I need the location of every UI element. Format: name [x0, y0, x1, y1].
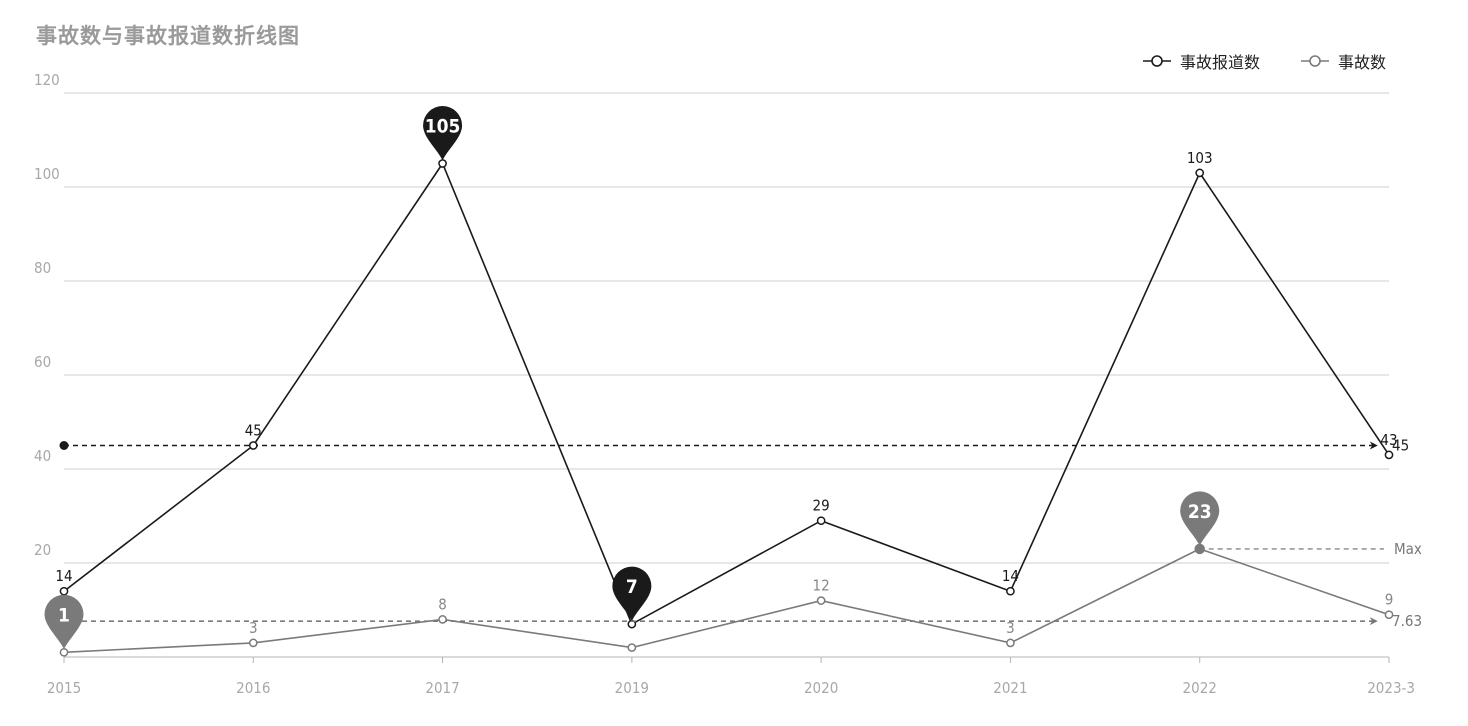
y-tick-label: 120 [34, 71, 60, 89]
x-tick-label: 2015 [47, 679, 81, 697]
y-tick-label: 40 [34, 447, 51, 465]
data-label: 14 [55, 567, 72, 585]
data-label: 29 [813, 497, 830, 515]
data-point [1384, 450, 1394, 460]
markpoint-label: 23 [1188, 501, 1212, 523]
x-tick-label: 2017 [425, 679, 459, 697]
data-point [627, 643, 637, 652]
data-point [1195, 168, 1205, 178]
data-point [438, 615, 447, 624]
series-line [63, 548, 1390, 654]
x-tick-label: 2020 [804, 679, 838, 697]
data-label: 3 [249, 619, 258, 637]
data-point [1384, 610, 1394, 620]
data-label: 12 [813, 577, 830, 595]
data-point [59, 647, 69, 657]
data-label: 103 [1187, 149, 1213, 167]
markpoint-pin [612, 566, 652, 622]
legend-label-reports: 事故报道数 [1179, 53, 1260, 72]
data-point [59, 586, 69, 596]
y-tick-label: 60 [34, 353, 51, 371]
y-tick-label: 100 [34, 165, 60, 183]
x-tick-label: 2023-3 [1367, 679, 1415, 697]
legend-swatch-reports [1142, 55, 1171, 67]
data-label: 8 [438, 595, 447, 613]
series-line [63, 161, 1390, 626]
data-point [248, 441, 258, 450]
markpoint-label: 7 [626, 576, 638, 598]
markpoint-pin [423, 106, 463, 161]
data-label: 43 [1380, 431, 1397, 449]
x-tick-label: 2022 [1183, 679, 1217, 697]
max-line-label: Max [1394, 540, 1422, 558]
data-label: 14 [1002, 567, 1019, 585]
data-point [1006, 638, 1015, 648]
markline-label: 7.63 [1392, 612, 1422, 630]
y-tick-label: 20 [34, 541, 51, 559]
data-label: 45 [245, 422, 262, 440]
legend-swatch-accidents [1300, 55, 1329, 67]
legend-label-accidents: 事故数 [1337, 53, 1386, 72]
legend-item-reports[interactable]: 事故报道数 [1142, 49, 1260, 73]
x-tick-label: 2019 [615, 679, 649, 697]
data-point [816, 516, 826, 526]
data-label: 9 [1385, 591, 1394, 609]
markpoint-label: 1 [58, 604, 70, 626]
x-tick-label: 2016 [236, 679, 270, 697]
markpoint-pin [1180, 491, 1220, 546]
data-label: 3 [1006, 619, 1015, 637]
markpoint-pin [44, 594, 84, 650]
data-point [248, 638, 258, 648]
legend-item-accidents[interactable]: 事故数 [1300, 49, 1386, 73]
legend: 事故报道数 事故数 [1142, 49, 1386, 73]
markline-label: 45 [1392, 437, 1409, 455]
markpoint-label: 105 [425, 116, 461, 138]
data-point [816, 596, 826, 605]
data-point [1006, 586, 1015, 596]
chart-title: 事故数与事故报道数折线图 [36, 24, 300, 48]
x-tick-label: 2021 [993, 679, 1027, 697]
data-point [438, 159, 447, 168]
y-tick-label: 80 [34, 259, 51, 277]
